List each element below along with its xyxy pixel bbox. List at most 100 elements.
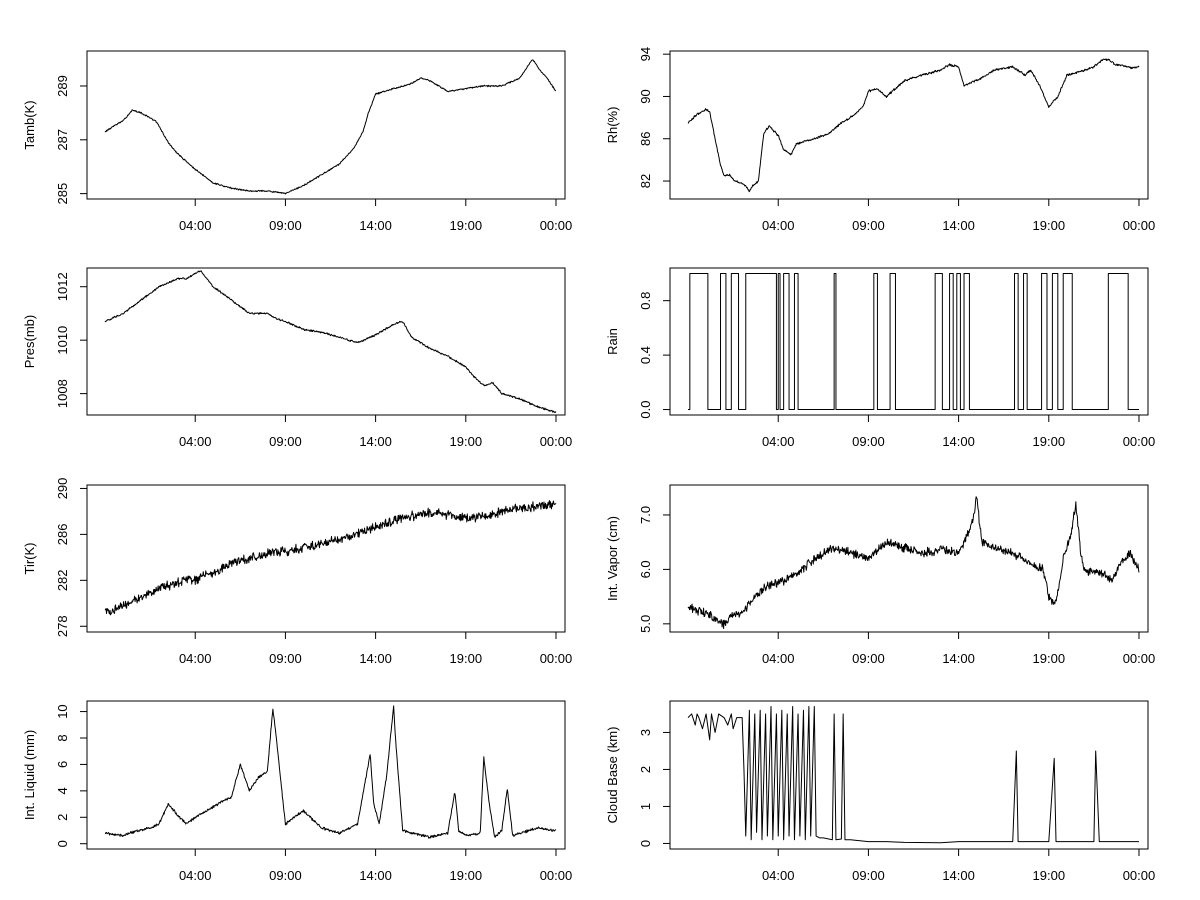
x-tick-label: 00:00 <box>540 651 573 666</box>
plot-frame <box>669 50 1149 200</box>
y-tick-label: 1 <box>638 803 653 810</box>
series-line-1 <box>687 58 1140 193</box>
y-tick-label: 86 <box>638 132 653 146</box>
y-tick-label: 5.0 <box>638 615 653 633</box>
y-tick-label: 1012 <box>55 272 70 301</box>
y-tick-label: 10 <box>55 704 70 718</box>
y-axis-title: Int. Liquid (mm) <box>22 730 37 820</box>
x-tick-label: 00:00 <box>1123 434 1156 449</box>
panel-2: 04:00 09:00 14:00 19:00 00:00 82 86 90 94 Rh(%) <box>605 47 1155 233</box>
y-tick-label: 6.0 <box>638 560 653 578</box>
y-tick-label: 8 <box>55 734 70 741</box>
x-tick-label: 04:00 <box>762 868 795 883</box>
panel-3: 04:00 09:00 14:00 19:00 00:00 1008 1010 1012 Pre… <box>22 267 573 449</box>
y-tick-label: 278 <box>55 615 70 637</box>
x-tick-label: 09:00 <box>269 651 302 666</box>
x-tick-label: 14:00 <box>359 651 392 666</box>
series-line-1 <box>687 496 1140 630</box>
series-line-1 <box>687 706 1139 844</box>
y-tick-label: 0.0 <box>638 401 653 419</box>
y-tick-label: 0 <box>638 840 653 847</box>
panel-8: 04:00 09:00 14:00 19:00 00:00 0 1 2 3 Cloud Base … <box>605 700 1156 883</box>
x-tick-label: 00:00 <box>540 868 573 883</box>
y-tick-label: 282 <box>55 569 70 591</box>
x-tick-label: 00:00 <box>1123 868 1156 883</box>
x-tick-label: 09:00 <box>269 218 302 233</box>
x-tick-label: 00:00 <box>540 434 573 449</box>
panel-5: 04:00 09:00 14:00 19:00 00:00 278 282 286 290 Tir… <box>22 478 572 666</box>
x-tick-label: 14:00 <box>942 868 975 883</box>
y-tick-label: 290 <box>55 478 70 500</box>
x-tick-label: 19:00 <box>450 434 483 449</box>
y-axis-title: Rain <box>605 328 620 355</box>
y-axis-title: Pres(mb) <box>22 315 37 368</box>
series-line-1 <box>688 272 1139 411</box>
y-tick-label: 1008 <box>55 379 70 408</box>
panel-6: 04:00 09:00 14:00 19:00 00:00 5.0 6.0 7.0 Int. V… <box>605 484 1156 666</box>
y-axis-title: Int. Vapor (cm) <box>605 516 620 601</box>
x-tick-label: 19:00 <box>450 651 483 666</box>
x-tick-label: 04:00 <box>762 218 795 233</box>
y-tick-label: 285 <box>55 183 70 205</box>
x-tick-label: 19:00 <box>450 868 483 883</box>
plot-frame <box>669 267 1149 416</box>
y-axis-title: Tamb(K) <box>22 100 37 149</box>
x-tick-label: 09:00 <box>852 651 885 666</box>
panel-1: 04:00 09:00 14:00 19:00 00:00 285 287 289 Tamb(K… <box>22 50 573 233</box>
y-tick-label: 289 <box>55 75 70 97</box>
x-tick-label: 14:00 <box>942 434 975 449</box>
series-line-1 <box>104 59 557 195</box>
panel-7: 04:00 09:00 14:00 19:00 00:00 0 2 4 6 8 10 Int. Liq… <box>22 700 573 883</box>
plot-frame <box>86 267 566 416</box>
x-tick-label: 14:00 <box>359 434 392 449</box>
plot-frame <box>86 484 566 633</box>
y-tick-label: 82 <box>638 174 653 188</box>
y-tick-label: 1010 <box>55 326 70 355</box>
x-tick-label: 09:00 <box>852 868 885 883</box>
y-tick-label: 0.8 <box>638 292 653 310</box>
series-line-1 <box>104 270 557 414</box>
x-tick-label: 04:00 <box>762 434 795 449</box>
y-axis-title: Rh(%) <box>605 107 620 144</box>
y-tick-label: 3 <box>638 729 653 736</box>
x-tick-label: 14:00 <box>942 218 975 233</box>
x-tick-label: 00:00 <box>540 218 573 233</box>
y-tick-label: 90 <box>638 89 653 103</box>
y-tick-label: 2 <box>638 766 653 773</box>
x-tick-label: 19:00 <box>1033 218 1066 233</box>
x-tick-label: 00:00 <box>1123 218 1156 233</box>
x-tick-label: 04:00 <box>762 651 795 666</box>
x-tick-label: 09:00 <box>852 434 885 449</box>
y-axis-title: Cloud Base (km) <box>605 727 620 824</box>
x-tick-label: 14:00 <box>359 868 392 883</box>
y-tick-label: 0.4 <box>638 346 653 364</box>
x-tick-label: 09:00 <box>269 434 302 449</box>
y-tick-label: 94 <box>638 47 653 61</box>
x-tick-label: 14:00 <box>942 651 975 666</box>
y-tick-label: 286 <box>55 524 70 546</box>
x-tick-label: 19:00 <box>1033 434 1066 449</box>
x-tick-label: 04:00 <box>179 434 212 449</box>
y-tick-label: 287 <box>55 129 70 151</box>
x-tick-label: 04:00 <box>179 218 212 233</box>
x-tick-label: 19:00 <box>450 218 483 233</box>
y-tick-label: 7.0 <box>638 506 653 524</box>
y-tick-label: 6 <box>55 761 70 768</box>
x-tick-label: 09:00 <box>269 868 302 883</box>
panel-4: 04:00 09:00 14:00 19:00 00:00 0.0 0.4 0.8 Rain <box>605 267 1156 449</box>
x-tick-label: 00:00 <box>1123 651 1156 666</box>
plot-frame <box>669 700 1149 850</box>
plot-frame <box>669 484 1149 633</box>
x-tick-label: 19:00 <box>1033 651 1066 666</box>
plot-frame <box>86 700 566 850</box>
series-line-1 <box>104 500 557 616</box>
series-line-1 <box>105 705 557 839</box>
y-tick-label: 4 <box>55 787 70 794</box>
x-tick-label: 19:00 <box>1033 868 1066 883</box>
y-tick-label: 2 <box>55 814 70 821</box>
y-tick-label: 0 <box>55 840 70 847</box>
x-tick-label: 04:00 <box>179 868 212 883</box>
x-tick-label: 14:00 <box>359 218 392 233</box>
x-tick-label: 04:00 <box>179 651 212 666</box>
